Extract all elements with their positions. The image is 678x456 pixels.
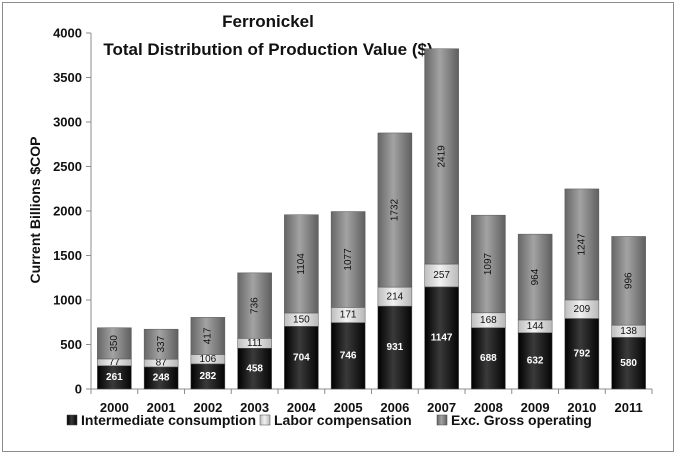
axes: 0 500 1000 1500 2000 2500 3000 3500 4000 bbox=[53, 26, 653, 397]
bar-segment bbox=[377, 132, 413, 288]
data-label: 106 bbox=[200, 354, 217, 365]
data-label: 1732 bbox=[390, 198, 401, 221]
x-tick-label: 2008 bbox=[474, 400, 503, 415]
data-label: 1247 bbox=[577, 233, 588, 256]
y-tick-label: 2000 bbox=[53, 204, 82, 219]
data-label: 138 bbox=[620, 326, 637, 337]
data-label: 337 bbox=[156, 335, 167, 352]
data-label: 209 bbox=[574, 304, 591, 315]
data-label: 77 bbox=[109, 357, 121, 368]
data-label: 144 bbox=[527, 321, 544, 332]
data-label: 736 bbox=[249, 297, 260, 314]
chart-title: Ferronickel bbox=[222, 12, 314, 31]
y-tick-label: 4000 bbox=[53, 26, 82, 41]
x-tick-label: 2005 bbox=[334, 400, 363, 415]
bars-group: 261 77 350 2000 248 87 337 2001 282 106 417 2002 458… bbox=[97, 48, 646, 415]
legend-swatch bbox=[259, 414, 271, 426]
x-tick-label: 2004 bbox=[287, 400, 317, 415]
y-tick-label: 2500 bbox=[53, 159, 82, 174]
legend-label: Intermediate consumption bbox=[81, 412, 256, 428]
data-label: 417 bbox=[203, 327, 214, 344]
y-tick-label: 500 bbox=[60, 337, 82, 352]
bar-segment bbox=[190, 317, 226, 355]
data-label: 87 bbox=[156, 358, 168, 369]
data-label: 1147 bbox=[431, 333, 453, 344]
bar-segment bbox=[377, 305, 413, 390]
data-label: 248 bbox=[153, 373, 170, 384]
x-tick-label: 2006 bbox=[380, 400, 409, 415]
data-label: 257 bbox=[433, 270, 450, 281]
y-tick-label: 1500 bbox=[53, 248, 82, 263]
y-tick-label: 3000 bbox=[53, 115, 82, 130]
bar-segment bbox=[611, 236, 646, 326]
bar-segment bbox=[471, 327, 506, 390]
data-label: 792 bbox=[574, 348, 591, 359]
data-label: 2419 bbox=[436, 145, 447, 168]
bar-segment bbox=[97, 327, 132, 360]
data-label: 704 bbox=[293, 352, 310, 363]
x-tick-label: 2009 bbox=[521, 400, 550, 415]
x-tick-label: 2001 bbox=[147, 400, 176, 415]
bar-segment bbox=[564, 188, 600, 301]
x-tick-label: 2003 bbox=[240, 400, 269, 415]
data-label: 282 bbox=[200, 371, 217, 382]
data-label: 214 bbox=[387, 291, 404, 302]
legend-label: Labor compensation bbox=[274, 412, 412, 428]
bar-segment bbox=[424, 286, 459, 390]
y-tick-label: 3500 bbox=[53, 70, 82, 85]
legend-swatch bbox=[436, 414, 448, 426]
chart-subtitle: Total Distribution of Production Value (… bbox=[103, 40, 432, 59]
data-label: 261 bbox=[106, 372, 123, 383]
bar-segment bbox=[143, 328, 179, 360]
data-label: 1077 bbox=[343, 248, 354, 271]
bar-segment bbox=[517, 233, 553, 321]
legend-label: Exc. Gross operating bbox=[451, 412, 592, 428]
data-label: 688 bbox=[480, 353, 497, 364]
bar-segment bbox=[424, 48, 459, 265]
data-label: 150 bbox=[293, 314, 310, 325]
bar-segment bbox=[190, 363, 226, 390]
data-label: 350 bbox=[109, 335, 120, 352]
data-label: 746 bbox=[340, 350, 357, 361]
data-label: 580 bbox=[620, 358, 637, 369]
y-tick-label: 1000 bbox=[53, 293, 82, 308]
data-label: 111 bbox=[247, 338, 263, 349]
x-tick-label: 2000 bbox=[100, 400, 129, 415]
legend-swatch bbox=[66, 414, 78, 426]
x-tick-label: 2002 bbox=[193, 400, 222, 415]
data-label: 458 bbox=[246, 363, 263, 374]
x-tick-label: 2011 bbox=[615, 400, 643, 415]
data-label: 1097 bbox=[483, 252, 494, 275]
y-axis-label: Current Billions $COP bbox=[27, 136, 43, 283]
data-label: 996 bbox=[623, 272, 634, 289]
data-label: 931 bbox=[387, 342, 404, 353]
bar-segment bbox=[564, 318, 600, 390]
data-label: 1104 bbox=[296, 253, 307, 275]
data-label: 632 bbox=[527, 356, 544, 367]
data-label: 168 bbox=[480, 315, 497, 326]
data-label: 964 bbox=[530, 268, 541, 285]
bar-segment bbox=[330, 211, 366, 308]
bar-segment bbox=[237, 272, 272, 339]
x-tick-label: 2007 bbox=[427, 400, 456, 415]
bar-segment bbox=[611, 337, 646, 390]
data-label: 171 bbox=[340, 310, 357, 321]
legend: Intermediate consumption Labor compensati… bbox=[66, 412, 592, 428]
bar-segment bbox=[471, 214, 506, 314]
y-tick-label: 0 bbox=[75, 382, 82, 397]
bar-segment bbox=[330, 322, 366, 390]
bar-segment bbox=[284, 214, 319, 314]
bar-segment bbox=[237, 347, 272, 390]
x-tick-label: 2010 bbox=[567, 400, 596, 415]
